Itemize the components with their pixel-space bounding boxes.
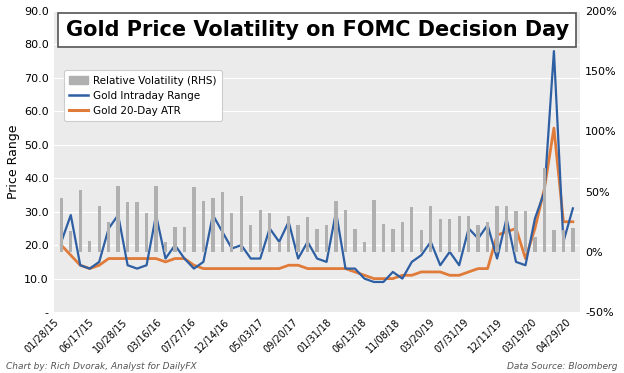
- Bar: [88, 241, 91, 252]
- Bar: [410, 207, 414, 252]
- Bar: [543, 167, 546, 252]
- Bar: [334, 201, 338, 252]
- Y-axis label: Price Range: Price Range: [7, 124, 20, 199]
- Bar: [154, 186, 158, 252]
- Bar: [202, 201, 205, 252]
- Bar: [505, 206, 508, 252]
- Bar: [164, 242, 167, 252]
- Bar: [211, 198, 215, 252]
- Bar: [344, 210, 347, 252]
- Bar: [135, 203, 139, 252]
- Bar: [373, 200, 376, 252]
- Bar: [524, 211, 527, 252]
- Bar: [230, 213, 233, 252]
- Bar: [268, 213, 271, 252]
- Bar: [562, 230, 565, 252]
- Bar: [296, 225, 300, 252]
- Bar: [448, 219, 451, 252]
- Bar: [192, 187, 195, 252]
- Bar: [391, 229, 394, 252]
- Bar: [401, 222, 404, 252]
- Bar: [514, 211, 518, 252]
- Legend: Relative Volatility (RHS), Gold Intraday Range, Gold 20-Day ATR: Relative Volatility (RHS), Gold Intraday…: [64, 70, 222, 121]
- Bar: [249, 225, 253, 252]
- Bar: [315, 229, 319, 252]
- Bar: [278, 242, 281, 252]
- Bar: [429, 206, 432, 252]
- Bar: [107, 222, 110, 252]
- Bar: [258, 210, 262, 252]
- Text: Data Source: Bloomberg: Data Source: Bloomberg: [507, 362, 618, 371]
- Bar: [419, 230, 423, 252]
- Bar: [79, 191, 82, 252]
- Bar: [60, 198, 63, 252]
- Text: Gold Price Volatility on FOMC Decision Day: Gold Price Volatility on FOMC Decision D…: [66, 20, 568, 40]
- Bar: [495, 206, 499, 252]
- Bar: [126, 203, 129, 252]
- Bar: [477, 225, 480, 252]
- Bar: [467, 216, 470, 252]
- Bar: [552, 230, 555, 252]
- Bar: [221, 192, 224, 252]
- Bar: [306, 217, 310, 252]
- Bar: [439, 219, 442, 252]
- Bar: [97, 206, 101, 252]
- Bar: [382, 224, 385, 252]
- Bar: [486, 222, 489, 252]
- Bar: [325, 225, 328, 252]
- Bar: [571, 228, 575, 252]
- Bar: [145, 213, 149, 252]
- Bar: [240, 197, 243, 252]
- Bar: [353, 229, 357, 252]
- Bar: [69, 231, 72, 252]
- Bar: [183, 226, 186, 252]
- Text: Chart by: Rich Dvorak, Analyst for DailyFX: Chart by: Rich Dvorak, Analyst for Daily…: [6, 362, 197, 371]
- Bar: [457, 216, 461, 252]
- Bar: [117, 186, 120, 252]
- Bar: [287, 216, 290, 252]
- Bar: [363, 242, 366, 252]
- Bar: [173, 226, 177, 252]
- Bar: [534, 237, 537, 252]
